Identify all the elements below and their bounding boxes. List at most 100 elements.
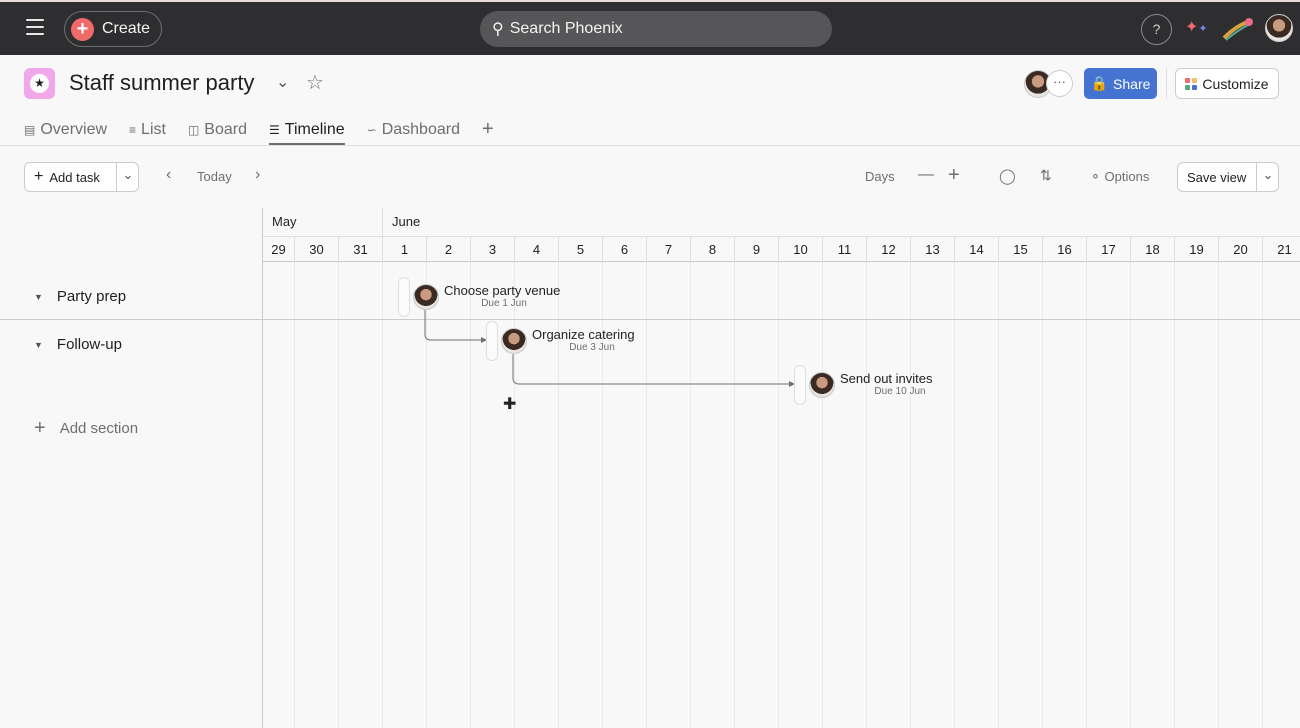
assignee-avatar[interactable] — [501, 328, 527, 354]
task-name[interactable]: Choose party venue — [444, 283, 561, 298]
tab-overview[interactable]: ▤ Overview — [24, 114, 107, 145]
sort-icon[interactable]: ⇅ — [1040, 167, 1052, 183]
tab-board[interactable]: ◫ Board — [188, 114, 247, 145]
day-label: 30 — [294, 237, 338, 263]
project-title: Staff summer party — [69, 70, 255, 95]
day-label: 14 — [954, 237, 998, 263]
day-column — [998, 262, 1042, 728]
task-name[interactable]: Send out invites — [840, 371, 933, 386]
previous-icon[interactable]: ‹ — [166, 166, 172, 183]
timeline: May June 29 30 31 1 2 3 4 5 6 7 8 9 10 11 12 13 14 15 16 17… — [0, 208, 1300, 728]
timeline-toolbar: + Add task ⌄ ‹ Today › Days — + ◯ ⇅ ⚬ Opt… — [0, 162, 1300, 192]
add-tab-button[interactable]: + — [481, 118, 494, 140]
day-column — [866, 262, 910, 728]
chevron-down-icon[interactable]: ⌄ — [276, 74, 290, 91]
collapse-icon[interactable]: ▼ — [34, 291, 43, 302]
share-button[interactable]: 🔒 Share — [1084, 68, 1157, 99]
day-column — [602, 262, 646, 728]
day-column — [910, 262, 954, 728]
day-column — [734, 262, 778, 728]
user-avatar[interactable] — [1265, 14, 1293, 42]
zoom-out-icon[interactable]: — — [918, 166, 934, 183]
timeline-icon: ☰ — [269, 122, 280, 137]
day-column — [954, 262, 998, 728]
customize-label: Customize — [1202, 75, 1269, 92]
create-label: Create — [102, 20, 151, 37]
dependency-arrows — [424, 310, 795, 387]
day-label: 1 — [382, 237, 426, 263]
add-section-button[interactable]: + Add section — [34, 417, 138, 440]
save-view-label: Save view — [1187, 169, 1247, 185]
zoom-level[interactable]: Days — [865, 169, 895, 184]
tab-timeline[interactable]: ☰ Timeline — [269, 114, 345, 145]
task-drag-handle[interactable] — [486, 321, 498, 361]
task-name[interactable]: Organize catering — [532, 327, 635, 342]
section-name: Follow-up — [56, 336, 122, 353]
tab-label: Timeline — [284, 120, 345, 138]
plus-icon: + — [34, 168, 44, 185]
dependency-arrow — [512, 354, 795, 387]
member-avatar[interactable] — [1024, 70, 1052, 98]
more-members-button[interactable]: ··· — [1046, 70, 1073, 97]
day-column — [514, 262, 558, 728]
search-input[interactable]: ⚲ Search Phoenix — [480, 11, 832, 47]
tab-list[interactable]: ≡ List — [129, 114, 166, 145]
ai-sparkle-icon[interactable]: ✦✦ — [1185, 19, 1208, 36]
day-label: 13 — [910, 237, 954, 263]
day-label: 11 — [822, 237, 866, 263]
assignee-avatar[interactable] — [809, 372, 835, 398]
search-icon: ⚲ — [492, 21, 504, 38]
tab-label: Overview — [40, 120, 108, 138]
board-icon: ◫ — [187, 122, 200, 137]
customize-icon — [1185, 77, 1198, 90]
section-follow-up[interactable]: ▼ Follow-up — [34, 336, 122, 353]
assignee-avatar[interactable] — [413, 284, 439, 310]
day-label: 9 — [734, 237, 778, 263]
options-button[interactable]: ⚬ Options — [1090, 169, 1149, 185]
month-label: June — [382, 208, 1300, 236]
day-column — [1218, 262, 1262, 728]
plus-icon: + — [34, 417, 46, 439]
add-section-label: Add section — [59, 420, 139, 437]
today-button[interactable]: Today — [197, 169, 232, 184]
day-label: 31 — [338, 237, 382, 263]
add-task-dropdown-icon[interactable]: ⌄ — [116, 163, 139, 191]
create-button[interactable]: + Create — [64, 11, 162, 47]
tab-dashboard[interactable]: ∽ Dashboard — [367, 114, 460, 145]
day-label: 10 — [778, 237, 822, 263]
save-view-dropdown-icon[interactable]: ⌄ — [1256, 163, 1279, 191]
section-party-prep[interactable]: ▼ Party prep — [34, 288, 126, 305]
day-label: 3 — [470, 237, 514, 263]
next-icon[interactable]: › — [255, 166, 261, 183]
dashboard-icon: ∽ — [366, 122, 377, 137]
top-bar: + Create ⚲ Search Phoenix ? ✦✦ — [0, 0, 1300, 55]
search-placeholder: Search Phoenix — [509, 20, 623, 37]
day-column — [646, 262, 690, 728]
task-due-date: Due 3 Jun — [569, 342, 615, 353]
day-column — [822, 262, 866, 728]
day-column — [382, 262, 426, 728]
day-column — [1130, 262, 1174, 728]
collapse-icon[interactable]: ▼ — [34, 339, 43, 350]
favorite-star-icon[interactable]: ☆ — [306, 72, 324, 94]
project-header — [0, 55, 1300, 146]
task-drag-handle[interactable] — [794, 365, 806, 405]
save-view-button[interactable]: Save view ⌄ — [1177, 162, 1279, 192]
day-label: 16 — [1042, 237, 1086, 263]
clipboard-icon: ▤ — [24, 122, 36, 137]
day-column — [338, 262, 382, 728]
help-button[interactable]: ? — [1141, 14, 1172, 45]
day-header: 29 30 31 1 2 3 4 5 6 7 8 9 10 11 12 13 14 15 16 17 18 19 20 21 — [262, 236, 1300, 263]
day-label: 17 — [1086, 237, 1130, 263]
plus-icon: + — [71, 17, 94, 41]
customize-button[interactable]: Customize — [1175, 68, 1279, 99]
menu-icon[interactable] — [26, 19, 44, 35]
zoom-in-icon[interactable]: + — [948, 164, 960, 186]
task-drag-handle[interactable] — [398, 277, 410, 317]
day-column — [558, 262, 602, 728]
check-circle-icon[interactable]: ◯ — [999, 168, 1016, 185]
day-label: 21 — [1262, 237, 1300, 263]
day-label: 8 — [690, 237, 734, 263]
project-icon[interactable]: ★ — [24, 68, 55, 99]
add-task-button[interactable]: + Add task ⌄ — [24, 162, 139, 192]
